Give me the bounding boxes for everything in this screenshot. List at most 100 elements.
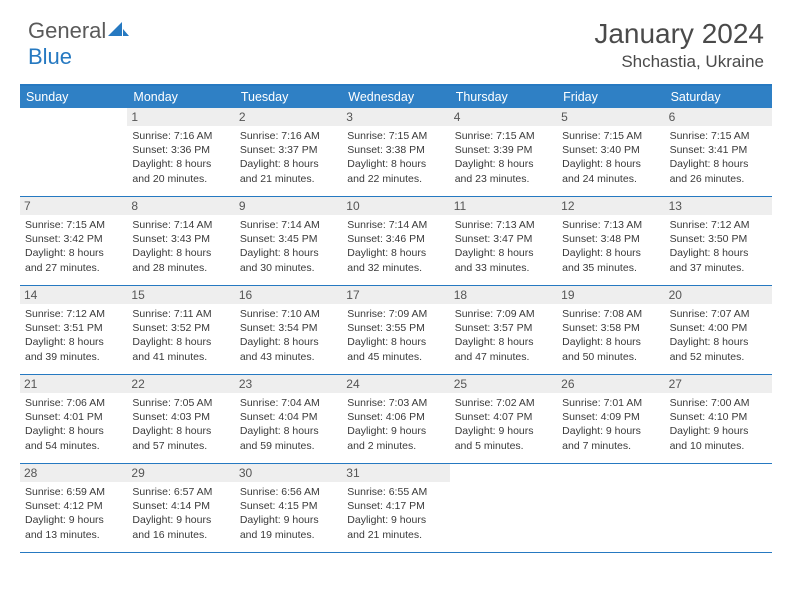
day-number: 26 (557, 375, 664, 393)
sunrise-text: Sunrise: 7:14 AM (347, 218, 444, 232)
daylight-text: Daylight: 8 hours and 57 minutes. (132, 424, 229, 452)
daylight-text: Daylight: 9 hours and 13 minutes. (25, 513, 122, 541)
calendar-cell: 27Sunrise: 7:00 AMSunset: 4:10 PMDayligh… (665, 375, 772, 463)
daylight-text: Daylight: 9 hours and 10 minutes. (670, 424, 767, 452)
week-row: .1Sunrise: 7:16 AMSunset: 3:36 PMDayligh… (20, 108, 772, 197)
sunrise-text: Sunrise: 7:15 AM (562, 129, 659, 143)
daylight-text: Daylight: 8 hours and 28 minutes. (132, 246, 229, 274)
day-number: 16 (235, 286, 342, 304)
dayhead-sat: Saturday (665, 86, 772, 108)
day-number: 30 (235, 464, 342, 482)
daylight-text: Daylight: 8 hours and 27 minutes. (25, 246, 122, 274)
sunset-text: Sunset: 3:57 PM (455, 321, 552, 335)
daylight-text: Daylight: 8 hours and 50 minutes. (562, 335, 659, 363)
day-number: 27 (665, 375, 772, 393)
sunset-text: Sunset: 3:58 PM (562, 321, 659, 335)
calendar-cell: 19Sunrise: 7:08 AMSunset: 3:58 PMDayligh… (557, 286, 664, 374)
daylight-text: Daylight: 9 hours and 2 minutes. (347, 424, 444, 452)
day-number: 28 (20, 464, 127, 482)
calendar: Sunday Monday Tuesday Wednesday Thursday… (20, 84, 772, 553)
calendar-cell: 1Sunrise: 7:16 AMSunset: 3:36 PMDaylight… (127, 108, 234, 196)
dayhead-wed: Wednesday (342, 86, 449, 108)
weeks-container: .1Sunrise: 7:16 AMSunset: 3:36 PMDayligh… (20, 108, 772, 553)
daylight-text: Daylight: 9 hours and 7 minutes. (562, 424, 659, 452)
sunset-text: Sunset: 4:01 PM (25, 410, 122, 424)
daylight-text: Daylight: 8 hours and 30 minutes. (240, 246, 337, 274)
day-number: 31 (342, 464, 449, 482)
day-number: 23 (235, 375, 342, 393)
title-block: January 2024 Shchastia, Ukraine (594, 18, 764, 72)
header: GeneralBlue January 2024 Shchastia, Ukra… (0, 0, 792, 80)
daylight-text: Daylight: 8 hours and 54 minutes. (25, 424, 122, 452)
dayhead-mon: Monday (127, 86, 234, 108)
sunset-text: Sunset: 4:00 PM (670, 321, 767, 335)
dayhead-thu: Thursday (450, 86, 557, 108)
sunrise-text: Sunrise: 7:12 AM (25, 307, 122, 321)
sunrise-text: Sunrise: 7:14 AM (240, 218, 337, 232)
logo-sail-icon (106, 18, 130, 36)
sunset-text: Sunset: 4:04 PM (240, 410, 337, 424)
sunset-text: Sunset: 4:15 PM (240, 499, 337, 513)
sunset-text: Sunset: 3:51 PM (25, 321, 122, 335)
daylight-text: Daylight: 8 hours and 33 minutes. (455, 246, 552, 274)
sunset-text: Sunset: 3:40 PM (562, 143, 659, 157)
title-location: Shchastia, Ukraine (594, 52, 764, 72)
calendar-cell: 5Sunrise: 7:15 AMSunset: 3:40 PMDaylight… (557, 108, 664, 196)
calendar-cell: 22Sunrise: 7:05 AMSunset: 4:03 PMDayligh… (127, 375, 234, 463)
day-number: 12 (557, 197, 664, 215)
daylight-text: Daylight: 8 hours and 24 minutes. (562, 157, 659, 185)
calendar-cell: 4Sunrise: 7:15 AMSunset: 3:39 PMDaylight… (450, 108, 557, 196)
sunrise-text: Sunrise: 7:16 AM (240, 129, 337, 143)
calendar-cell: 6Sunrise: 7:15 AMSunset: 3:41 PMDaylight… (665, 108, 772, 196)
day-number: 6 (665, 108, 772, 126)
sunrise-text: Sunrise: 7:07 AM (670, 307, 767, 321)
day-number: 4 (450, 108, 557, 126)
daylight-text: Daylight: 8 hours and 23 minutes. (455, 157, 552, 185)
day-number: 25 (450, 375, 557, 393)
calendar-cell: . (20, 108, 127, 196)
day-number: 10 (342, 197, 449, 215)
calendar-cell: . (450, 464, 557, 552)
daylight-text: Daylight: 8 hours and 59 minutes. (240, 424, 337, 452)
daylight-text: Daylight: 8 hours and 47 minutes. (455, 335, 552, 363)
calendar-cell: 10Sunrise: 7:14 AMSunset: 3:46 PMDayligh… (342, 197, 449, 285)
daylight-text: Daylight: 9 hours and 19 minutes. (240, 513, 337, 541)
calendar-cell: . (665, 464, 772, 552)
daylight-text: Daylight: 8 hours and 45 minutes. (347, 335, 444, 363)
calendar-cell: 11Sunrise: 7:13 AMSunset: 3:47 PMDayligh… (450, 197, 557, 285)
sunrise-text: Sunrise: 7:15 AM (670, 129, 767, 143)
sunset-text: Sunset: 3:37 PM (240, 143, 337, 157)
sunset-text: Sunset: 3:48 PM (562, 232, 659, 246)
day-number: 19 (557, 286, 664, 304)
sunset-text: Sunset: 4:12 PM (25, 499, 122, 513)
sunset-text: Sunset: 3:47 PM (455, 232, 552, 246)
sunset-text: Sunset: 3:45 PM (240, 232, 337, 246)
sunset-text: Sunset: 3:55 PM (347, 321, 444, 335)
daylight-text: Daylight: 9 hours and 16 minutes. (132, 513, 229, 541)
day-number: 14 (20, 286, 127, 304)
week-row: 21Sunrise: 7:06 AMSunset: 4:01 PMDayligh… (20, 375, 772, 464)
day-number: 15 (127, 286, 234, 304)
sunrise-text: Sunrise: 7:02 AM (455, 396, 552, 410)
daylight-text: Daylight: 8 hours and 21 minutes. (240, 157, 337, 185)
calendar-cell: 29Sunrise: 6:57 AMSunset: 4:14 PMDayligh… (127, 464, 234, 552)
sunrise-text: Sunrise: 7:15 AM (455, 129, 552, 143)
sunset-text: Sunset: 3:52 PM (132, 321, 229, 335)
calendar-cell: 18Sunrise: 7:09 AMSunset: 3:57 PMDayligh… (450, 286, 557, 374)
calendar-cell: 23Sunrise: 7:04 AMSunset: 4:04 PMDayligh… (235, 375, 342, 463)
daylight-text: Daylight: 8 hours and 26 minutes. (670, 157, 767, 185)
day-header-row: Sunday Monday Tuesday Wednesday Thursday… (20, 86, 772, 108)
day-number: 18 (450, 286, 557, 304)
calendar-cell: 16Sunrise: 7:10 AMSunset: 3:54 PMDayligh… (235, 286, 342, 374)
calendar-cell: 7Sunrise: 7:15 AMSunset: 3:42 PMDaylight… (20, 197, 127, 285)
sunrise-text: Sunrise: 7:00 AM (670, 396, 767, 410)
calendar-cell: 24Sunrise: 7:03 AMSunset: 4:06 PMDayligh… (342, 375, 449, 463)
daylight-text: Daylight: 9 hours and 21 minutes. (347, 513, 444, 541)
sunset-text: Sunset: 4:14 PM (132, 499, 229, 513)
calendar-cell: 25Sunrise: 7:02 AMSunset: 4:07 PMDayligh… (450, 375, 557, 463)
sunrise-text: Sunrise: 7:13 AM (562, 218, 659, 232)
sunset-text: Sunset: 4:17 PM (347, 499, 444, 513)
sunset-text: Sunset: 3:38 PM (347, 143, 444, 157)
calendar-cell: 13Sunrise: 7:12 AMSunset: 3:50 PMDayligh… (665, 197, 772, 285)
daylight-text: Daylight: 9 hours and 5 minutes. (455, 424, 552, 452)
